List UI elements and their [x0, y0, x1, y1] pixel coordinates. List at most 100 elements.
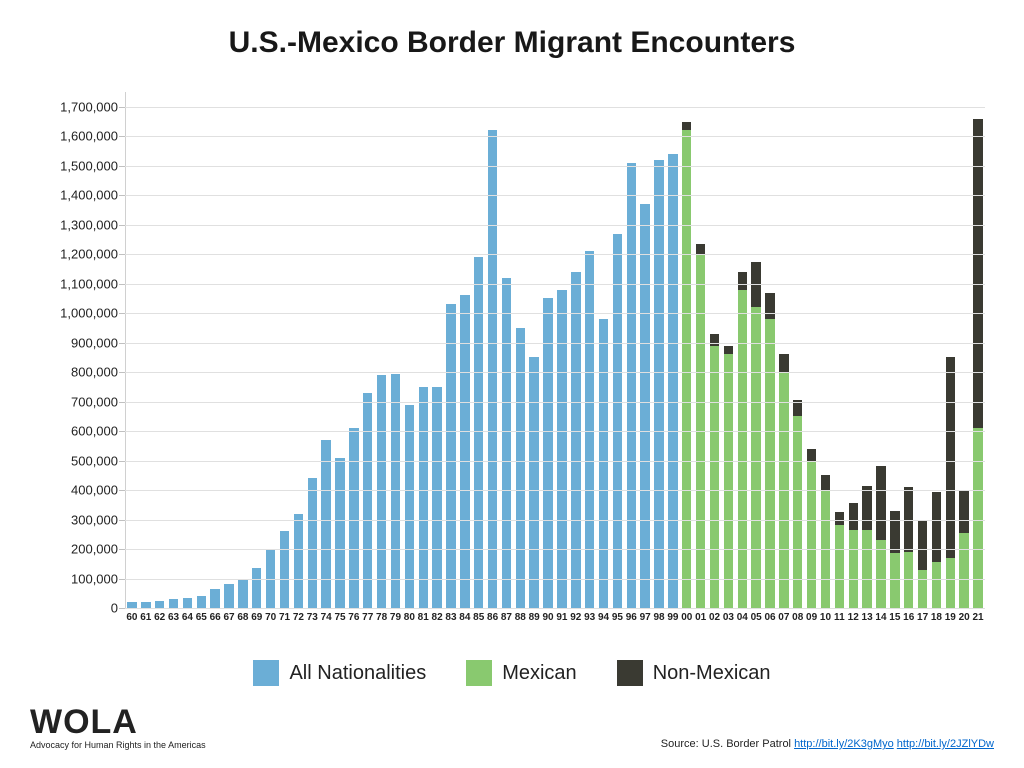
- x-axis-label: 87: [501, 612, 512, 623]
- x-axis-label: 70: [265, 612, 276, 623]
- x-axis-label: 95: [612, 612, 623, 623]
- bar-segment-non_mexican: [682, 122, 691, 131]
- grid-line: [125, 461, 985, 462]
- branding-tagline: Advocacy for Human Rights in the America…: [30, 741, 206, 750]
- bar-column: [613, 234, 622, 608]
- bar-column: [183, 598, 192, 608]
- x-axis-label: 73: [307, 612, 318, 623]
- grid-line: [125, 579, 985, 580]
- bar-segment-all: [529, 357, 538, 608]
- bar-segment-all: [308, 478, 317, 608]
- branding-name: WOLA: [30, 705, 206, 739]
- bar-segment-non_mexican: [849, 503, 858, 530]
- bar-segment-mexican: [710, 346, 719, 608]
- bar-segment-all: [363, 393, 372, 608]
- x-axis-label: 99: [667, 612, 678, 623]
- x-axis-label: 61: [140, 612, 151, 623]
- bar-segment-mexican: [932, 562, 941, 608]
- y-tick: [119, 402, 125, 403]
- bar-column: [696, 244, 705, 608]
- x-axis-label: 78: [376, 612, 387, 623]
- x-axis-label: 75: [334, 612, 345, 623]
- bar-segment-mexican: [738, 290, 747, 608]
- source-link-1[interactable]: http://bit.ly/2K3gMyo: [794, 738, 894, 750]
- bar-column: [835, 512, 844, 608]
- y-tick: [119, 372, 125, 373]
- bar-segment-all: [294, 514, 303, 608]
- x-axis-label: 79: [390, 612, 401, 623]
- source-prefix: Source: U.S. Border Patrol: [661, 738, 794, 750]
- x-axis-label: 68: [237, 612, 248, 623]
- grid-line: [125, 549, 985, 550]
- grid-line: [125, 490, 985, 491]
- bar-column: [294, 514, 303, 608]
- y-tick: [119, 136, 125, 137]
- x-axis-label: 66: [210, 612, 221, 623]
- bar-column: [224, 584, 233, 608]
- x-axis-label: 15: [889, 612, 900, 623]
- bar-column: [904, 487, 913, 608]
- bar-segment-all: [654, 160, 663, 608]
- bar-segment-non_mexican: [710, 334, 719, 346]
- bar-segment-mexican: [835, 525, 844, 608]
- bar-column: [529, 357, 538, 608]
- bar-column: [627, 163, 636, 608]
- legend-label: Non-Mexican: [653, 662, 771, 685]
- y-axis-label: 1,400,000: [38, 188, 118, 203]
- bar-column: [765, 293, 774, 608]
- bar-segment-all: [640, 204, 649, 608]
- bar-segment-all: [169, 599, 178, 608]
- bar-column: [668, 154, 677, 608]
- bar-column: [252, 568, 261, 608]
- grid-line: [125, 608, 985, 609]
- bar-segment-mexican: [973, 428, 982, 608]
- x-axis-label: 98: [653, 612, 664, 623]
- x-axis-label: 13: [862, 612, 873, 623]
- bar-segment-non_mexican: [959, 490, 968, 533]
- x-axis-label: 76: [348, 612, 359, 623]
- bar-segment-mexican: [849, 530, 858, 608]
- bar-segment-all: [488, 130, 497, 608]
- x-axis-label: 03: [723, 612, 734, 623]
- x-axis-label: 96: [626, 612, 637, 623]
- y-tick: [119, 579, 125, 580]
- bar-segment-all: [252, 568, 261, 608]
- bar-column: [363, 393, 372, 608]
- y-axis-label: 1,500,000: [38, 158, 118, 173]
- x-axis-label: 07: [778, 612, 789, 623]
- bar-column: [280, 531, 289, 608]
- bar-segment-all: [446, 304, 455, 608]
- bar-segment-non_mexican: [779, 354, 788, 372]
- legend: All NationalitiesMexicanNon-Mexican: [30, 660, 994, 686]
- x-axis-label: 74: [321, 612, 332, 623]
- y-tick: [119, 520, 125, 521]
- bar-segment-all: [349, 428, 358, 608]
- x-axis-label: 94: [598, 612, 609, 623]
- x-axis-label: 60: [126, 612, 137, 623]
- x-axis-label: 01: [695, 612, 706, 623]
- bar-segment-all: [557, 290, 566, 608]
- y-tick: [119, 490, 125, 491]
- legend-label: All Nationalities: [289, 662, 426, 685]
- y-axis-label: 1,200,000: [38, 247, 118, 262]
- chart-area: 0100,000200,000300,000400,000500,000600,…: [30, 78, 994, 648]
- x-axis-label: 00: [681, 612, 692, 623]
- bar-segment-non_mexican: [724, 346, 733, 355]
- x-axis-label: 82: [432, 612, 443, 623]
- bar-segment-all: [419, 387, 428, 608]
- bar-segment-non_mexican: [862, 486, 871, 530]
- legend-swatch: [466, 660, 492, 686]
- x-axis-label: 12: [848, 612, 859, 623]
- source-link-2[interactable]: http://bit.ly/2JZlYDw: [897, 738, 994, 750]
- bar-column: [946, 357, 955, 608]
- bar-column: [599, 319, 608, 608]
- bar-column: [502, 278, 511, 608]
- y-tick: [119, 107, 125, 108]
- bar-column: [821, 475, 830, 608]
- y-axis-label: 200,000: [38, 542, 118, 557]
- grid-line: [125, 520, 985, 521]
- y-axis-label: 1,100,000: [38, 276, 118, 291]
- bar-column: [640, 204, 649, 608]
- x-axis-label: 63: [168, 612, 179, 623]
- bar-segment-mexican: [765, 319, 774, 608]
